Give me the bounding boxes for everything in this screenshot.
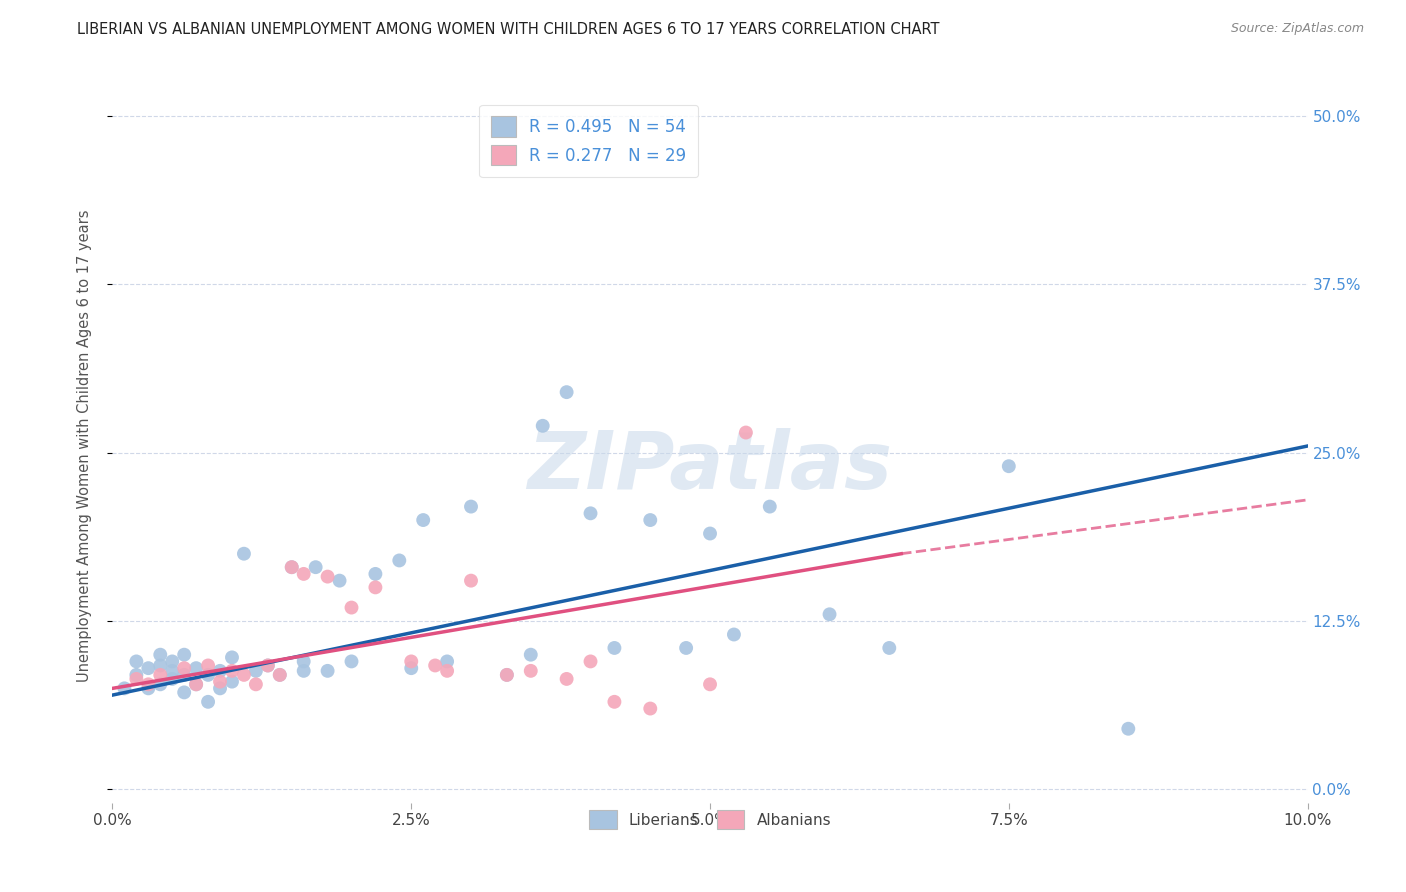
Point (209, 664, 232, 678)
Point (125, 668, 148, 682)
Y-axis label: Unemployment Among Women with Children Ages 6 to 17 years: Unemployment Among Women with Children A… (77, 210, 91, 682)
Legend: Liberians, Albanians: Liberians, Albanians (579, 801, 841, 838)
Point (1118, 722, 1140, 736)
Point (520, 648, 543, 662)
Point (329, 574, 352, 588)
Point (138, 681, 160, 696)
Point (496, 668, 519, 682)
Point (149, 668, 172, 682)
Point (197, 668, 219, 682)
Point (281, 560, 304, 574)
Point (149, 658, 172, 673)
Point (316, 569, 339, 583)
Point (221, 664, 243, 678)
Point (149, 677, 172, 691)
Point (759, 500, 782, 514)
Point (209, 674, 232, 689)
Point (233, 547, 256, 561)
Point (555, 672, 578, 686)
Point (520, 664, 543, 678)
Point (735, 425, 758, 440)
Point (460, 500, 482, 514)
Point (197, 658, 219, 673)
Point (292, 655, 315, 669)
Point (162, 655, 183, 669)
Point (460, 574, 482, 588)
Point (149, 648, 172, 662)
Point (162, 672, 183, 686)
Point (425, 658, 447, 673)
Point (138, 677, 160, 691)
Point (436, 655, 458, 669)
Point (173, 648, 195, 662)
Text: Source: ZipAtlas.com: Source: ZipAtlas.com (1230, 22, 1364, 36)
Point (640, 513, 662, 527)
Point (364, 566, 387, 581)
Point (197, 695, 219, 709)
Point (257, 658, 280, 673)
Point (125, 672, 148, 686)
Point (269, 668, 291, 682)
Point (221, 674, 243, 689)
Point (221, 650, 243, 665)
Point (233, 668, 256, 682)
Point (579, 506, 602, 520)
Point (186, 677, 208, 691)
Point (436, 664, 458, 678)
Point (579, 655, 602, 669)
Point (401, 661, 423, 675)
Point (640, 701, 662, 715)
Point (412, 513, 434, 527)
Point (401, 655, 423, 669)
Point (138, 661, 160, 675)
Point (699, 677, 721, 691)
Point (340, 600, 363, 615)
Point (173, 668, 195, 682)
Point (879, 640, 901, 655)
Text: LIBERIAN VS ALBANIAN UNEMPLOYMENT AMONG WOMEN WITH CHILDREN AGES 6 TO 17 YEARS C: LIBERIAN VS ALBANIAN UNEMPLOYMENT AMONG … (77, 22, 939, 37)
Point (998, 459, 1021, 474)
Point (603, 695, 626, 709)
Point (269, 668, 291, 682)
Point (114, 681, 135, 696)
Point (364, 580, 387, 594)
Point (723, 627, 745, 641)
Point (209, 681, 232, 696)
Point (125, 655, 148, 669)
Point (257, 658, 280, 673)
Point (186, 677, 208, 691)
Point (245, 677, 267, 691)
Point (531, 418, 554, 433)
Point (186, 661, 208, 675)
Point (245, 664, 267, 678)
Point (305, 560, 328, 574)
Point (555, 385, 578, 400)
Point (340, 655, 363, 669)
Point (388, 553, 411, 567)
Point (699, 526, 721, 541)
Point (173, 685, 195, 699)
Point (496, 668, 519, 682)
Text: ZIPatlas: ZIPatlas (527, 428, 893, 507)
Point (281, 560, 304, 574)
Point (292, 664, 315, 678)
Point (162, 664, 183, 678)
Point (603, 640, 626, 655)
Point (316, 664, 339, 678)
Point (173, 661, 195, 675)
Point (818, 607, 841, 622)
Point (675, 640, 697, 655)
Point (292, 566, 315, 581)
